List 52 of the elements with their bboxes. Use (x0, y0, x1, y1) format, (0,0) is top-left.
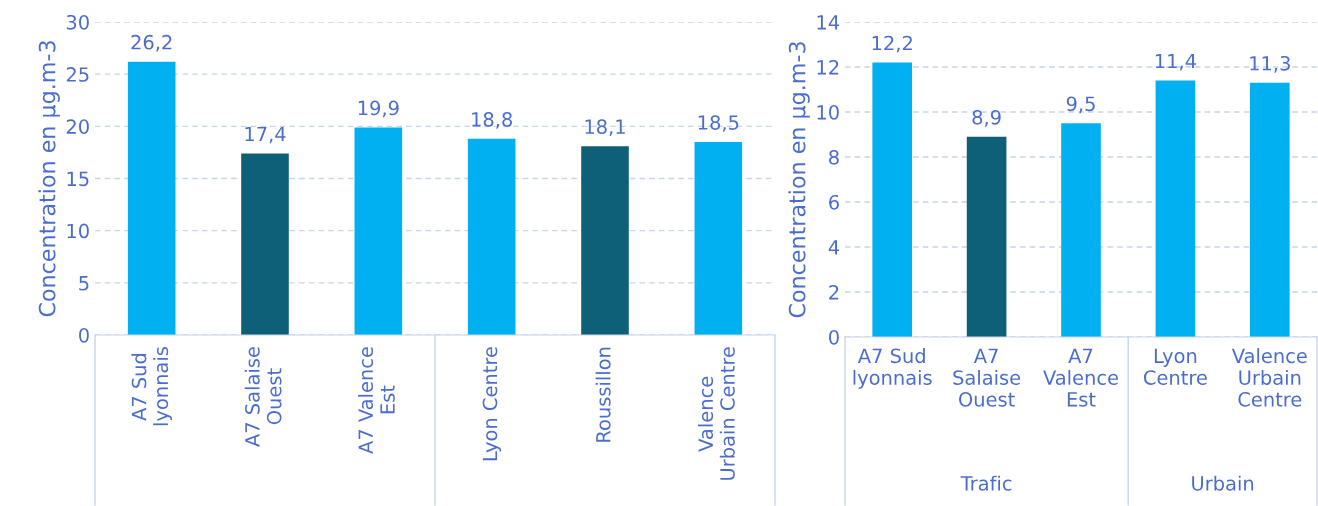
data-label: 19,9 (358, 100, 399, 118)
y-tick-label: 0 (79, 327, 89, 343)
y-tick-label: 30 (66, 14, 89, 30)
y-tick-label: 10 (67, 223, 89, 239)
data-label: 18,8 (472, 112, 512, 129)
data-label: 9,5 (1066, 96, 1095, 114)
x-tick-label: A7 Sud lyonnais (131, 347, 172, 426)
y-tick-label: 5 (79, 276, 89, 291)
data-label: 12,2 (872, 35, 912, 53)
y-tick-label: 14 (817, 15, 840, 30)
bar (241, 153, 289, 335)
text: Trafic (960, 475, 1012, 491)
bar (966, 136, 1007, 337)
bar (127, 61, 176, 335)
bar (1249, 82, 1290, 337)
y-tick-label: 25 (66, 67, 89, 82)
x-tick-label: Valence Urbain Centre (698, 347, 735, 480)
bar (694, 141, 743, 335)
text: Urbain (1192, 475, 1254, 491)
x-tick-label: A7 Valence Est (1043, 348, 1118, 407)
y-tick-label: 2 (829, 284, 839, 300)
bar (1155, 80, 1196, 337)
x-tick-label: Valence Urbain Centre (1231, 348, 1307, 407)
data-label: 18,1 (585, 119, 625, 137)
data-label: 11,3 (1250, 55, 1290, 73)
data-label: 11,4 (1155, 53, 1196, 71)
y-tick-label: 12 (817, 59, 839, 75)
x-tick-label: Lyon Centre (482, 347, 502, 461)
x-tick-label: A7 Salaise Ouest (953, 348, 1021, 407)
data-label: 26,2 (131, 34, 172, 52)
y-tick-label: 0 (829, 329, 839, 345)
y-axis-title: Concentration en µg.m-3 (38, 41, 60, 317)
y-tick-label: 8 (829, 149, 839, 165)
y-tick-label: 6 (829, 194, 839, 210)
data-label: 8,9 (972, 109, 1001, 127)
y-axis-title: Concentration en µg.m-3 (788, 42, 810, 318)
bar (1061, 123, 1101, 337)
x-tick-label: A7 Salaise Ouest (244, 347, 282, 447)
bar (872, 62, 913, 337)
bar (581, 146, 629, 335)
x-tick-label: A7 Sud lyonnais (853, 348, 932, 389)
y-tick-label: 15 (67, 171, 89, 187)
x-tick-label: Roussillon (595, 347, 611, 442)
x-tick-label: A7 Valence Est (358, 347, 395, 454)
y-tick-label: 10 (817, 104, 839, 120)
y-tick-label: 4 (828, 240, 840, 255)
bar (354, 127, 403, 335)
x-tick-label: Lyon Centre (1143, 348, 1207, 385)
y-tick-label: 20 (66, 119, 89, 134)
data-label: 17,4 (245, 126, 286, 144)
data-label: 18,5 (698, 115, 739, 132)
bar (467, 138, 516, 335)
